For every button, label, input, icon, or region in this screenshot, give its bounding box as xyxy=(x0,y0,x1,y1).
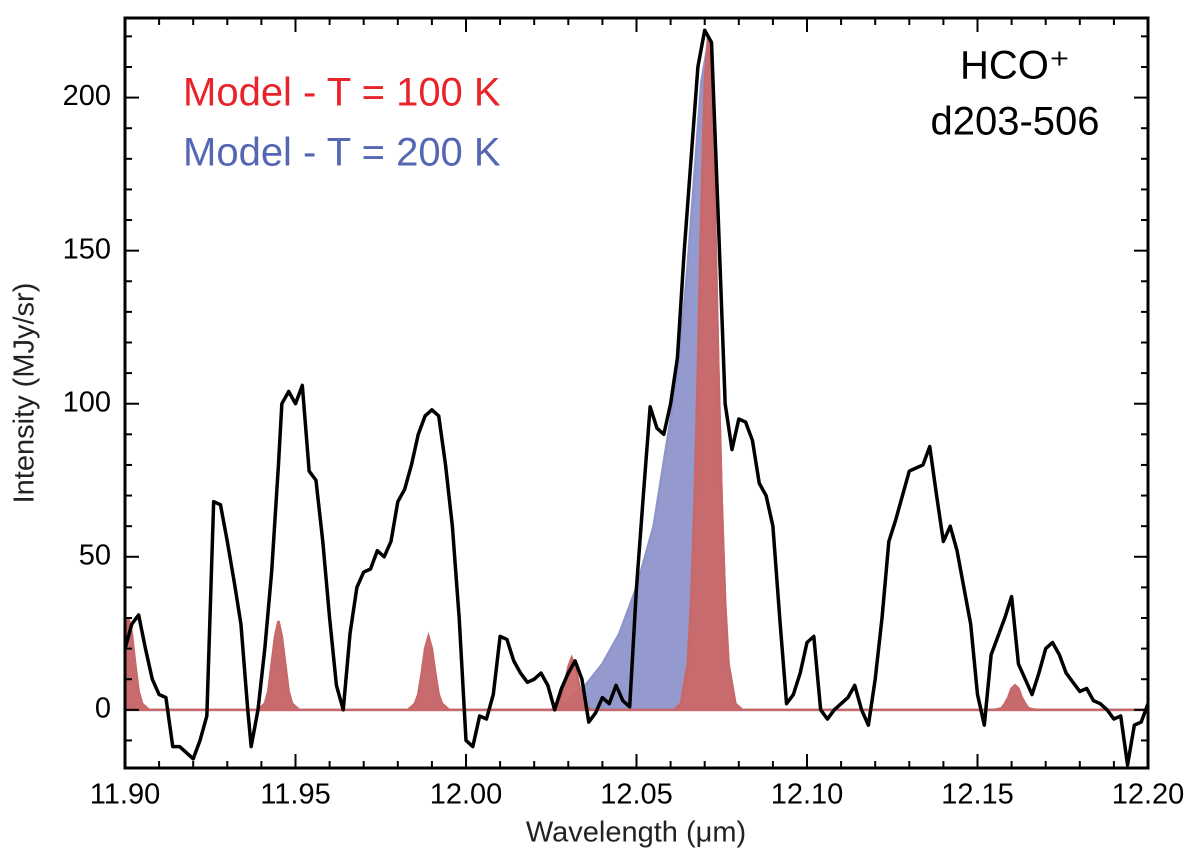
y-tick-label: 50 xyxy=(79,539,111,571)
model-area xyxy=(125,36,1148,712)
x-tick-label: 12.05 xyxy=(600,779,673,811)
x-tick-label: 12.15 xyxy=(941,779,1014,811)
x-axis-label: Wavelength (μm) xyxy=(526,817,746,849)
y-tick-label: 100 xyxy=(63,386,111,418)
x-tick-label: 11.95 xyxy=(260,779,330,811)
x-tick-label: 12.10 xyxy=(771,779,844,811)
x-tick-label: 11.90 xyxy=(90,779,160,811)
annotation: d203-506 xyxy=(930,100,1099,144)
legend-entry: Model - T = 200 K xyxy=(183,131,501,175)
y-tick-label: 0 xyxy=(95,692,111,724)
x-tick-label: 12.00 xyxy=(430,779,503,811)
y-tick-label: 150 xyxy=(63,233,111,265)
legend-entry: Model - T = 100 K xyxy=(183,71,501,115)
y-axis-label: Intensity (MJy/sr) xyxy=(9,283,41,504)
spectrum-line xyxy=(125,28,1148,767)
y-tick-label: 200 xyxy=(63,80,111,112)
annotation: HCO⁺ xyxy=(960,44,1070,88)
x-tick-label: 12.20 xyxy=(1112,779,1185,811)
plot-area xyxy=(125,28,1148,767)
